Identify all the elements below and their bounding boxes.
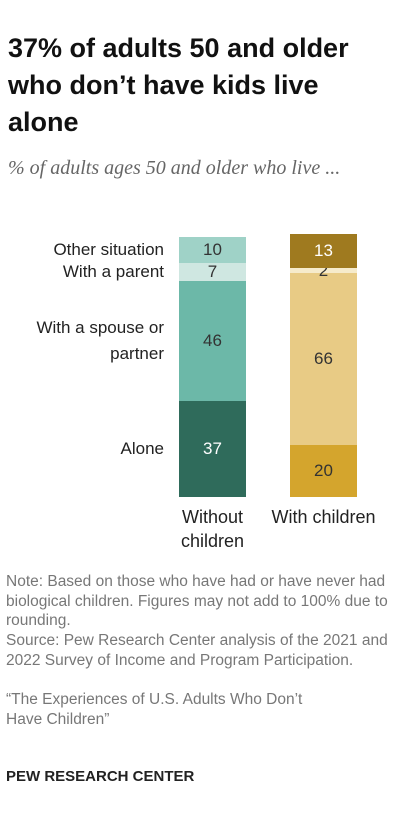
series-label: Alone (120, 438, 164, 458)
bar-segment (179, 400, 246, 497)
bar-segment (179, 281, 246, 401)
bar-segment (179, 263, 246, 282)
value-label: 7 (207, 262, 218, 282)
note: Note: Based on those who have had or hav… (6, 573, 388, 629)
footer: PEW RESEARCH CENTER (6, 768, 195, 785)
value-label: 10 (203, 240, 222, 259)
report-title: “The Experiences of U.S. Adults Who Don’… (6, 691, 303, 728)
category-label: With children (271, 507, 376, 527)
value-label: 2 (318, 260, 329, 280)
bar-segment (290, 273, 357, 445)
bar-segment (179, 237, 246, 263)
series-label: With a spouse or partner (36, 318, 164, 363)
bar-segment (290, 234, 357, 269)
value-label: 20 (314, 461, 333, 480)
series-label: Other situation (53, 240, 164, 259)
value-label: 46 (203, 331, 222, 350)
bar-segment (290, 445, 357, 497)
chart-subtitle: % of adults ages 50 and older who live .… (8, 157, 341, 179)
value-label: 13 (314, 241, 333, 261)
value-label: 37 (203, 438, 222, 458)
value-label: 66 (314, 349, 333, 369)
bar-segment (290, 268, 357, 274)
chart-title: 37% of adults 50 and older who don’t hav… (8, 33, 349, 137)
series-label: With a parent (62, 262, 164, 282)
category-label: Without children (180, 507, 245, 551)
source: Source: Pew Research Center analysis of … (6, 632, 388, 669)
